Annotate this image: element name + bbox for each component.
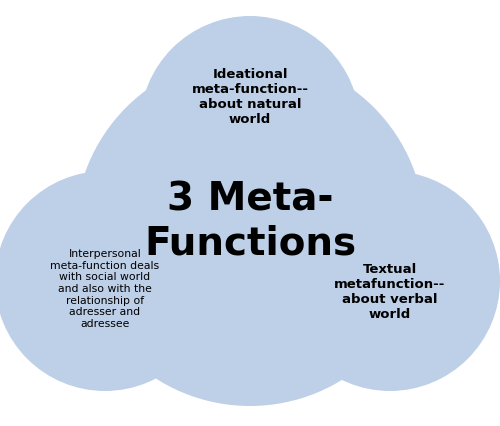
Circle shape (0, 172, 215, 391)
Text: Interpersonal
meta-function deals
with social world
and also with the
relationsh: Interpersonal meta-function deals with s… (50, 249, 160, 328)
Circle shape (280, 172, 500, 391)
Circle shape (75, 57, 425, 406)
Text: Ideational
meta-function--
about natural
world: Ideational meta-function-- about natural… (192, 68, 308, 126)
Text: 3 Meta-
Functions: 3 Meta- Functions (144, 181, 356, 262)
Text: Textual
metafunction--
about verbal
world: Textual metafunction-- about verbal worl… (334, 262, 446, 320)
Circle shape (140, 17, 360, 236)
